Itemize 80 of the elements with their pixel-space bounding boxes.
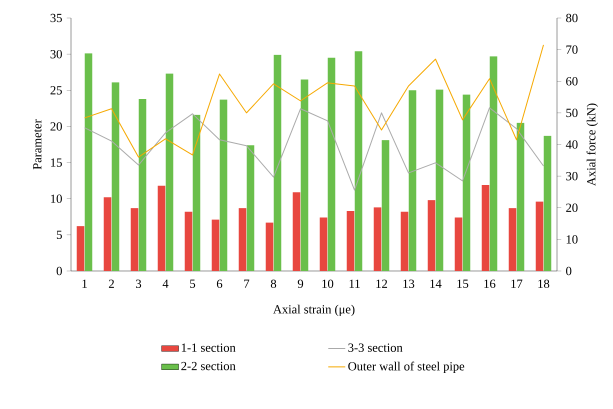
x-tick-label: 11 — [350, 280, 360, 288]
bar — [400, 212, 408, 271]
legend-label: 2-2 section — [181, 362, 236, 370]
y-tick-label: 15 — [51, 158, 62, 167]
bar — [220, 100, 228, 271]
x-tick-label: 17 — [511, 280, 522, 288]
y-tick-label: 35 — [50, 14, 62, 22]
x-tick-label: 4 — [162, 280, 168, 288]
y2-tick-label: 70 — [566, 45, 578, 54]
x-tick-label: 9 — [298, 280, 304, 288]
x-tick-label: 2 — [108, 280, 114, 288]
y2-tick-label: 10 — [566, 235, 578, 244]
y-tick-label: 30 — [50, 50, 62, 58]
bar — [212, 220, 220, 271]
y-tick-label: 10 — [51, 194, 62, 203]
bar — [274, 54, 282, 271]
bar — [354, 51, 362, 271]
y-tick-label: 5 — [56, 230, 62, 239]
bar — [104, 197, 112, 271]
y2-tick-label: 50 — [566, 108, 578, 118]
bar — [346, 211, 354, 271]
bar — [536, 202, 544, 271]
y2-tick-label: 40 — [566, 140, 578, 149]
y2-tick-label: 20 — [566, 204, 578, 212]
legend-label: Outer wall of steel pipe — [348, 362, 464, 373]
bar — [516, 122, 524, 271]
bar — [462, 94, 470, 271]
bar — [166, 74, 174, 271]
bar — [138, 98, 146, 271]
bar — [192, 114, 200, 271]
x-tick-label: 12 — [376, 280, 388, 288]
y-tick-label: 20 — [50, 122, 62, 131]
y-tick-label: 0 — [56, 266, 62, 276]
bar — [266, 222, 274, 271]
bar — [482, 184, 490, 271]
x-tick-label: 10 — [322, 280, 334, 288]
bar — [320, 218, 328, 271]
bar — [246, 145, 254, 271]
bar — [184, 212, 192, 271]
x-tick-label: 8 — [270, 280, 276, 288]
bar — [436, 90, 444, 271]
y2-tick-label: 0 — [566, 266, 572, 276]
bar — [382, 140, 390, 271]
x-tick-label: 16 — [484, 280, 496, 288]
x-tick-label: 14 — [430, 280, 442, 288]
bar — [238, 208, 246, 271]
bar — [454, 218, 462, 271]
y-axis-title: Parameter — [33, 119, 42, 170]
bar — [544, 136, 552, 271]
y2-axis-title: Axial force (kN) — [586, 104, 598, 186]
y2-tick-label: 60 — [566, 77, 578, 86]
x-tick-label: 1 — [82, 280, 87, 288]
x-tick-label: 7 — [244, 280, 250, 288]
x-tick-label: 18 — [538, 280, 550, 288]
bar — [130, 208, 138, 271]
bar — [374, 207, 382, 271]
bar — [292, 192, 300, 271]
x-tick-label: 3 — [136, 280, 142, 288]
x-tick-label: 5 — [190, 280, 196, 288]
y2-tick-label: 30 — [566, 172, 578, 180]
bar — [428, 200, 436, 271]
bar — [328, 58, 336, 271]
y2-tick-label: 80 — [566, 14, 578, 22]
legend-label: 1-1 section — [182, 343, 236, 352]
bar — [84, 53, 92, 271]
bar — [76, 226, 84, 271]
x-axis-title: Axial strain (μe) — [273, 304, 354, 316]
x-tick-label: 6 — [216, 280, 222, 288]
bar — [508, 208, 516, 271]
line-series — [84, 107, 544, 191]
bar — [112, 82, 120, 271]
legend-label: 3-3 section — [348, 343, 403, 352]
bar — [408, 90, 416, 271]
x-tick-label: 13 — [403, 280, 414, 288]
bar — [158, 186, 166, 271]
y-tick-label: 25 — [50, 86, 62, 94]
bar — [300, 79, 308, 271]
x-tick-label: 15 — [457, 280, 468, 288]
line-series — [84, 44, 544, 158]
bar — [490, 56, 498, 271]
